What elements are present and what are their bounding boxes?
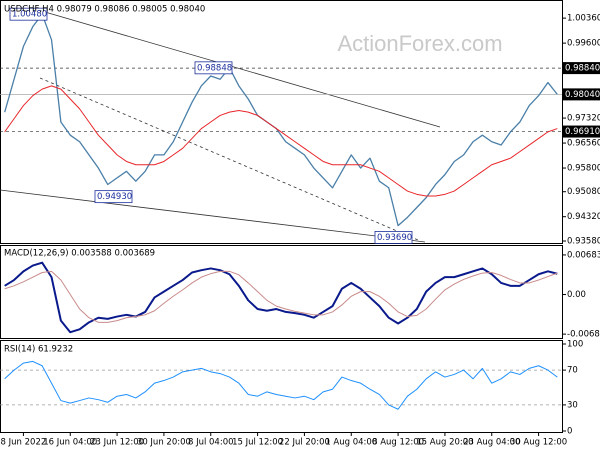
y-tick-label: 0.99600 — [567, 39, 600, 49]
y-tick-label: 100 — [567, 340, 583, 350]
trend-line — [39, 77, 419, 241]
level-label-box — [563, 88, 600, 101]
series-line — [4, 360, 558, 410]
y-tick-label: 0 — [567, 427, 572, 437]
x-tick-label: 30 Jun 20:00 — [137, 438, 191, 448]
y-tick-label: 0.006832 — [567, 250, 600, 260]
level-label: 0.98840 — [565, 64, 600, 74]
x-tick-label: 22 Jul 20:00 — [279, 438, 330, 448]
level-label-box — [563, 125, 600, 138]
y-tick-label: 0.95080 — [567, 187, 600, 197]
y-tick-label: 70 — [567, 366, 578, 376]
x-tick-label: 8 Jun 2022 — [1, 438, 47, 448]
macd-panel — [0, 245, 563, 339]
series-line — [4, 270, 558, 323]
y-tick-label: -0.00683 — [567, 330, 600, 340]
y-tick-label: 0.94320 — [567, 212, 600, 222]
annotation: 0.93690 — [377, 233, 412, 243]
annotation-box — [94, 190, 133, 204]
x-tick-label: 23 Aug 04:00 — [463, 438, 520, 448]
x-tick-label: 15 Aug 20:00 — [416, 438, 473, 448]
series-line — [4, 13, 558, 227]
level-label-box — [563, 62, 600, 75]
series-line — [4, 85, 558, 197]
x-tick-label: 30 Aug 12:00 — [510, 438, 567, 448]
x-tick-label: 8 Aug 12:00 — [372, 438, 424, 448]
y-tick-label: 1.00360 — [567, 14, 600, 24]
panel-title: USDCHF,H4 0.98079 0.98086 0.98005 0.9804… — [4, 5, 205, 15]
y-tick-label: 0.95800 — [567, 164, 600, 174]
annotation: 0.98848 — [197, 63, 232, 73]
annotation: 1.00480 — [12, 10, 47, 20]
rsi-panel — [0, 340, 563, 433]
annotation: 0.94930 — [97, 192, 132, 202]
x-tick-label: 16 Jun 04:00 — [43, 438, 97, 448]
annotation-box — [9, 7, 48, 21]
y-tick-label: 0.93580 — [567, 237, 600, 247]
panel-title: MACD(12,26,9) 0.003588 0.003689 — [4, 249, 155, 259]
x-tick-label: 15 Jul 12:00 — [232, 438, 283, 448]
level-label: 0.96910 — [565, 127, 600, 137]
y-tick-label: 0.00 — [567, 290, 586, 300]
series-line — [4, 261, 558, 334]
x-tick-label: 8 Jul 04:00 — [188, 438, 234, 448]
y-tick-label: 30 — [567, 400, 578, 410]
price-panel — [0, 0, 563, 244]
panel-title: RSI(14) 61.9232 — [4, 345, 73, 355]
x-tick-label: 23 Jun 12:00 — [90, 438, 144, 448]
y-tick-label: 0.97320 — [567, 114, 600, 124]
watermark: ActionForex.com — [337, 31, 502, 56]
trend-line — [0, 189, 426, 243]
level-label: 0.98040 — [565, 90, 600, 100]
trend-line — [44, 11, 441, 128]
x-tick-label: 1 Aug 04:00 — [325, 438, 377, 448]
annotation-box — [374, 231, 413, 244]
y-tick-label: 0.96560 — [567, 139, 600, 149]
annotation-box — [194, 61, 233, 75]
